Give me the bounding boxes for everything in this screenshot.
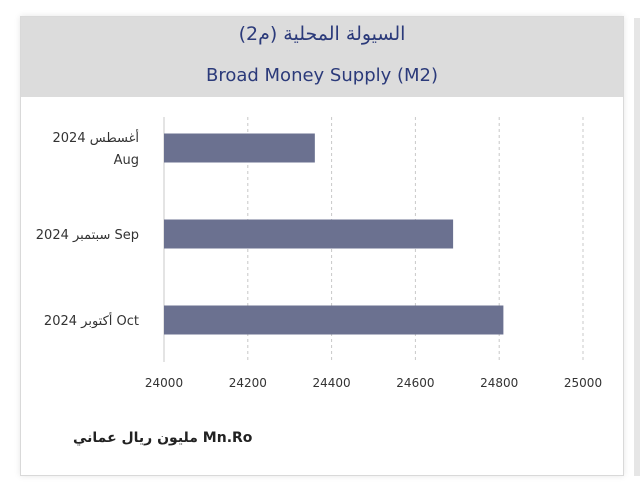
tick-label: 24800 (480, 376, 518, 390)
tick-label: 24000 (145, 376, 183, 390)
category-label: Aug (114, 153, 139, 168)
bar-chart: أغسطس 2024 Aug سبتمبر 2024 Sep أكتوبر 2024 … (36, 117, 602, 390)
tick-label: 24600 (396, 376, 434, 390)
bar (164, 305, 504, 335)
unit-label: مليون ريال عماني Mn.Ro (73, 430, 253, 446)
chart-header: السيولة المحلية (م2) Broad Money Supply … (21, 17, 623, 97)
tick-label: 24200 (229, 376, 267, 390)
bar (164, 133, 315, 163)
category-label: أكتوبر 2024 Oct (44, 312, 139, 329)
chart-title-arabic: السيولة المحلية (م2) (238, 23, 406, 45)
bar (164, 219, 454, 249)
chart-card: السيولة المحلية (م2) Broad Money Supply … (20, 16, 624, 476)
tick-label: 24400 (313, 376, 351, 390)
category-label: أغسطس 2024 (53, 129, 139, 146)
tick-label: 25000 (564, 376, 602, 390)
page-edge (634, 18, 640, 476)
category-label: سبتمبر 2024 Sep (36, 228, 139, 243)
chart-title-english: Broad Money Supply (M2) (205, 65, 439, 86)
